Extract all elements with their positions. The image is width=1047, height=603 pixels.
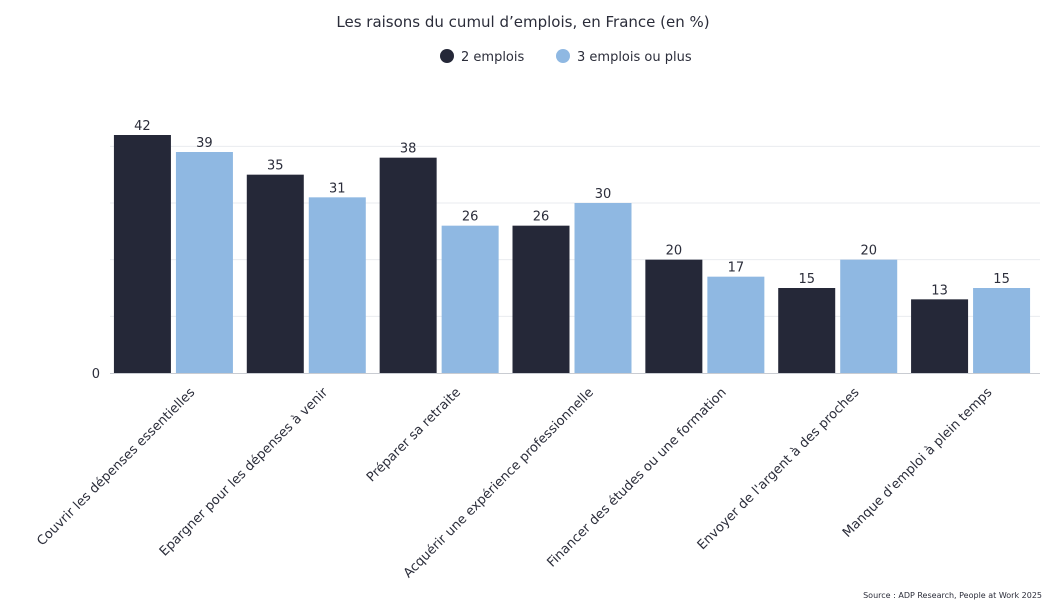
category-label: Couvrir les dépenses essentielles — [34, 385, 198, 549]
bar-value-label: 26 — [533, 210, 550, 225]
bar — [441, 225, 499, 373]
bar-value-label: 30 — [595, 187, 612, 202]
bar-value-label: 15 — [798, 272, 815, 287]
bar-value-label: 35 — [267, 159, 284, 174]
bar — [840, 259, 898, 373]
bar — [113, 135, 171, 373]
bar — [175, 152, 233, 373]
bars — [113, 135, 1031, 373]
bar-value-label: 20 — [666, 244, 683, 259]
y-axis: 0 — [92, 367, 100, 382]
category-label: Manque d'emploi à plein temps — [840, 385, 996, 541]
legend-label-3-emplois-ou-plus: 3 emplois ou plus — [577, 50, 692, 65]
x-axis: Couvrir les dépenses essentiellesEpargne… — [34, 385, 995, 581]
category-label: Préparer sa retraite — [364, 385, 464, 485]
bar — [574, 203, 632, 373]
bar-value-label: 26 — [462, 210, 479, 225]
bar — [778, 288, 836, 373]
category-label: Envoyer de l'argent à des proches — [695, 385, 863, 553]
bar — [308, 197, 366, 373]
bar — [707, 276, 765, 373]
bar-value-label: 39 — [196, 136, 213, 151]
chart-title: Les raisons du cumul d’emplois, en Franc… — [336, 13, 709, 31]
bar — [246, 174, 304, 373]
legend-swatch-3-emplois-ou-plus — [556, 49, 570, 63]
bar-value-label: 17 — [728, 261, 745, 276]
bar — [911, 299, 969, 373]
legend-label-2-emplois: 2 emplois — [461, 50, 524, 65]
legend: 2 emplois 3 emplois ou plus — [440, 49, 692, 65]
legend-swatch-2-emplois — [440, 49, 454, 63]
value-labels: 42 39 35 31 38 26 26 30 20 17 15 20 13 15 — [134, 119, 1010, 298]
bar — [379, 157, 437, 373]
bar-value-label: 13 — [931, 283, 948, 298]
bar — [973, 288, 1031, 373]
bar — [645, 259, 703, 373]
source-note: Source : ADP Research, People at Work 20… — [863, 591, 1042, 600]
bar-value-label: 42 — [134, 119, 151, 134]
bar-value-label: 31 — [329, 181, 346, 196]
bar — [512, 225, 570, 373]
bar-value-label: 38 — [400, 142, 417, 157]
y-tick-label: 0 — [92, 367, 100, 382]
bar-value-label: 15 — [993, 272, 1010, 287]
bar-value-label: 20 — [860, 244, 877, 259]
